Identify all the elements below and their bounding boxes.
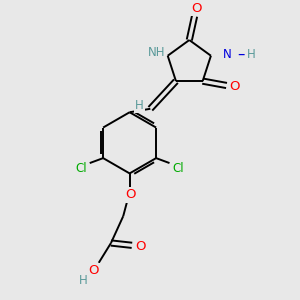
Text: NH: NH bbox=[148, 46, 165, 59]
Text: H: H bbox=[79, 274, 88, 287]
Text: H: H bbox=[135, 99, 144, 112]
Text: Cl: Cl bbox=[172, 162, 184, 176]
Text: Cl: Cl bbox=[75, 162, 87, 176]
Text: H: H bbox=[246, 48, 255, 61]
Text: N: N bbox=[223, 48, 231, 61]
Text: O: O bbox=[135, 240, 145, 253]
Text: –: – bbox=[237, 47, 244, 62]
Text: O: O bbox=[125, 188, 135, 201]
Text: O: O bbox=[230, 80, 240, 94]
Text: O: O bbox=[191, 2, 201, 14]
Text: O: O bbox=[88, 264, 99, 278]
